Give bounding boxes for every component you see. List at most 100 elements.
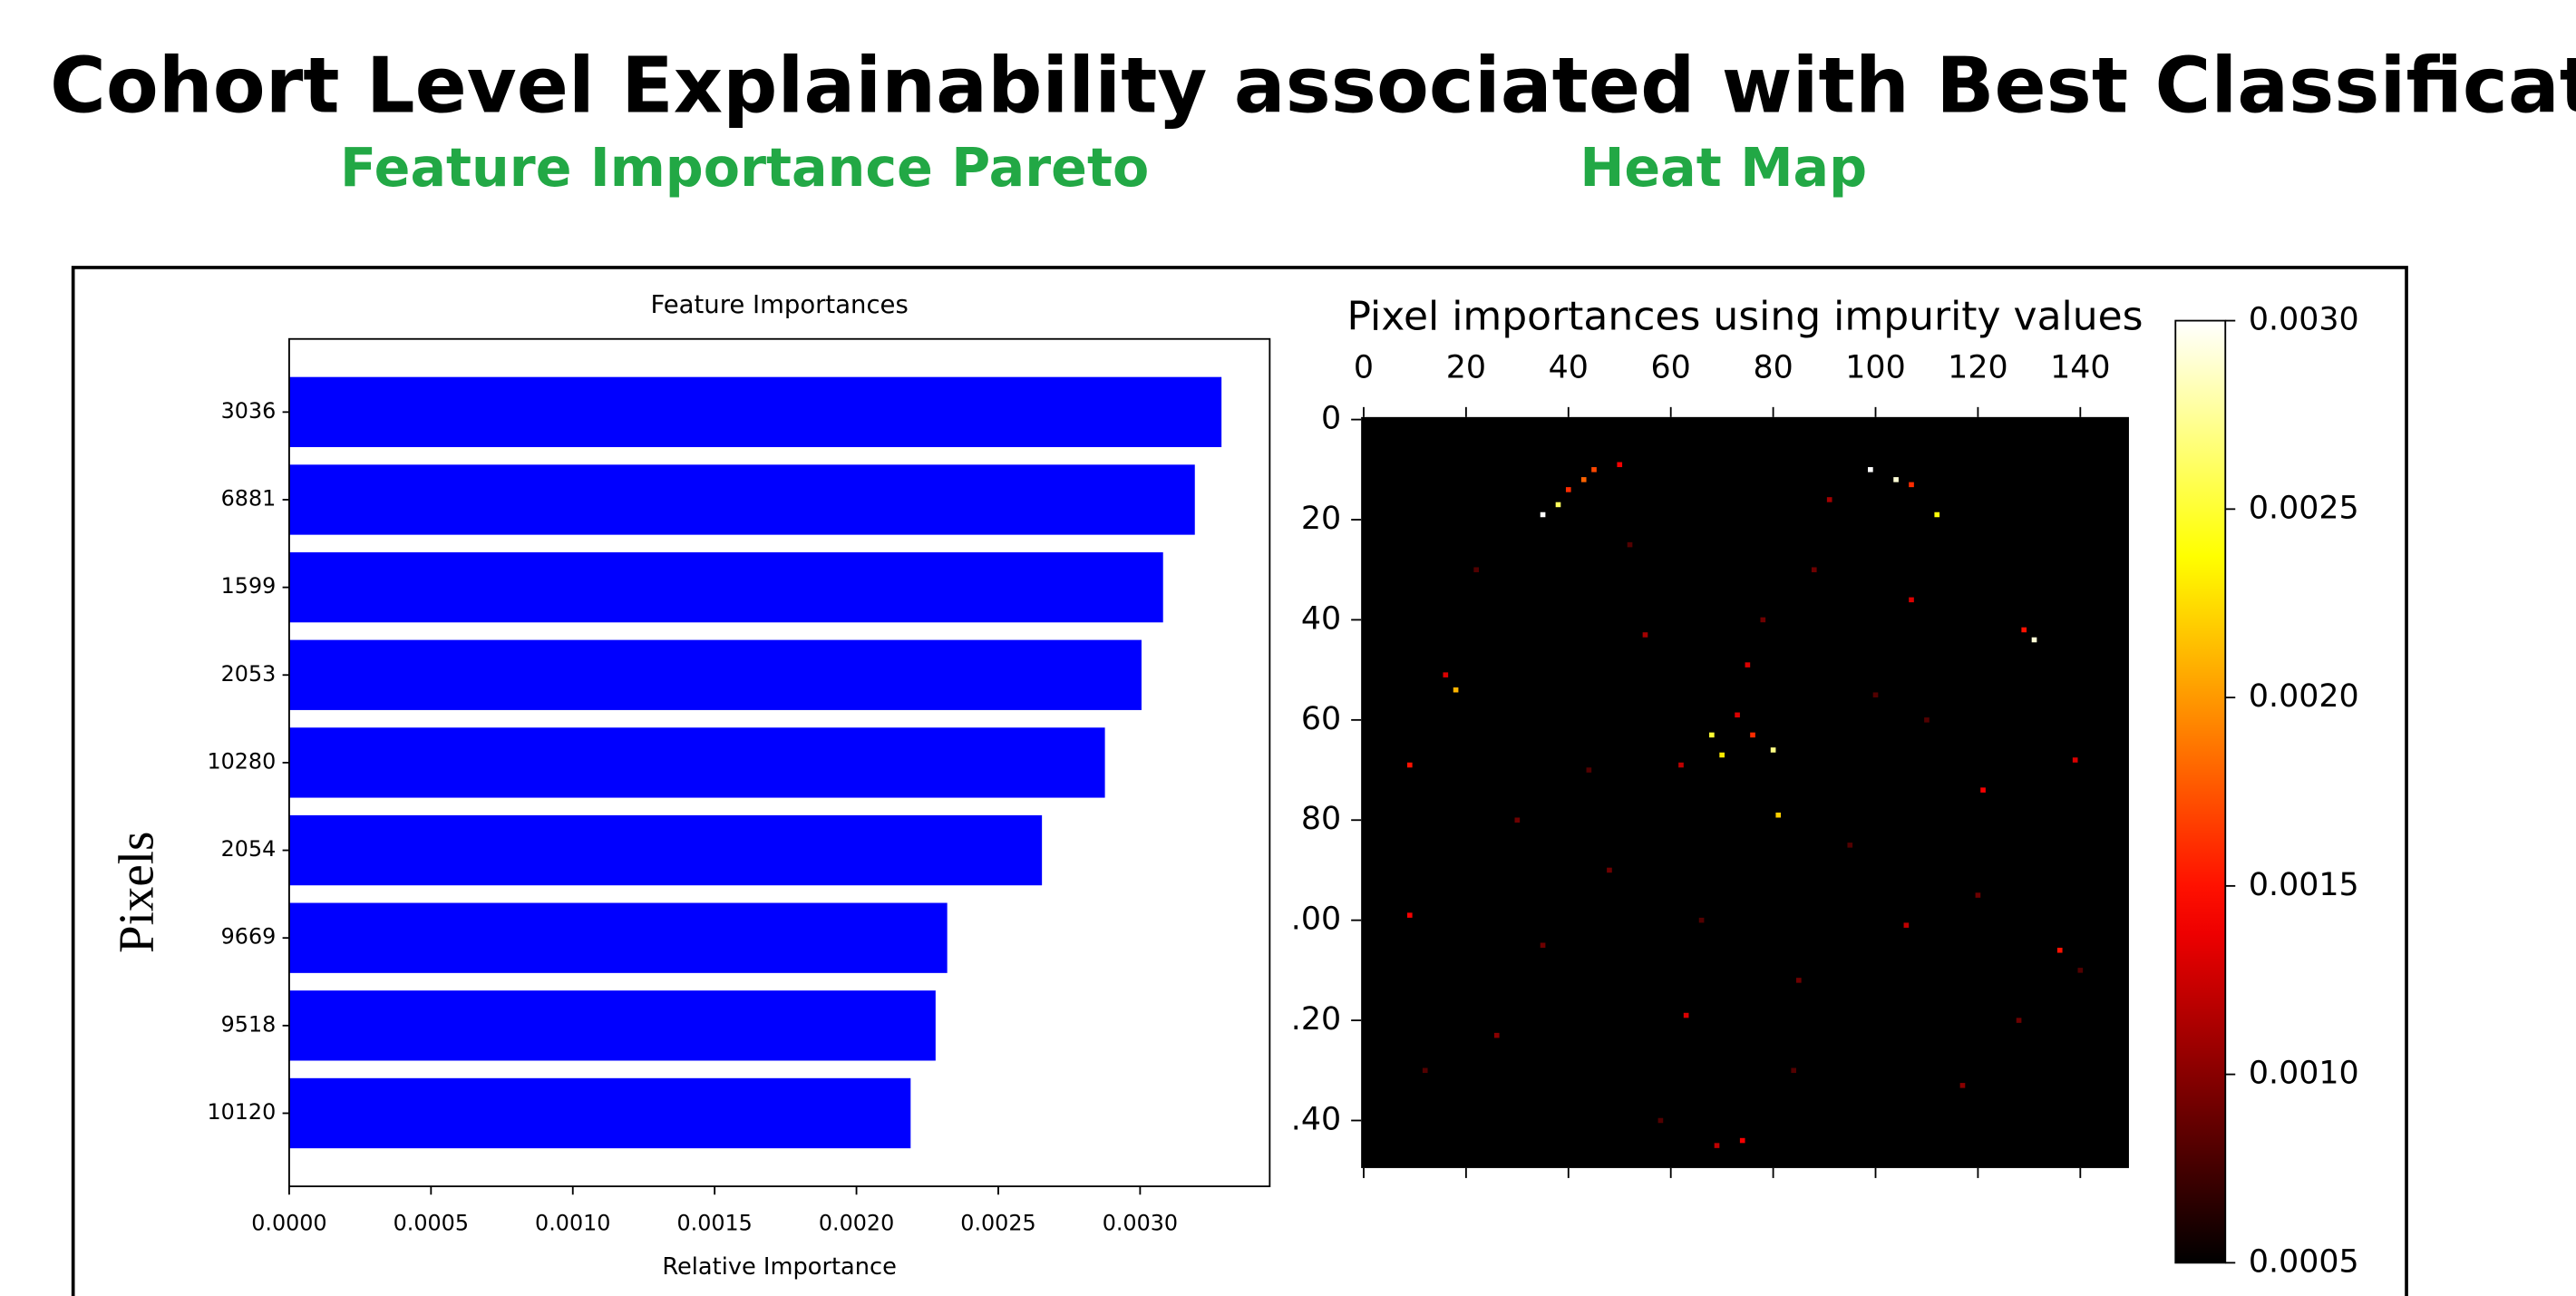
x-tick-label: 100: [1845, 350, 1905, 386]
heat-cell: [1443, 672, 1449, 677]
heat-cell: [1909, 482, 1914, 488]
colorbar-tick-label: 0.0005: [2249, 1243, 2359, 1280]
bar: [288, 1077, 911, 1149]
x-tick-label: 140: [2050, 350, 2110, 386]
heat-cell: [1473, 567, 1479, 572]
x-tick-label: 0.0025: [960, 1211, 1035, 1236]
heat-cell: [1791, 1067, 1797, 1074]
chart-title: Feature Importances: [650, 290, 908, 319]
heat-cell: [1591, 467, 1597, 473]
heatmap-background: [1361, 416, 2129, 1168]
heat-cell: [1714, 1143, 1720, 1148]
bar: [288, 639, 1142, 710]
slide-title: Cohort Level Explainability associated w…: [50, 42, 2576, 131]
heat-cell: [1750, 732, 1755, 738]
bar: [288, 814, 1043, 886]
x-tick-label: 80: [1753, 350, 1793, 386]
y-tick-label: 2053: [221, 661, 277, 687]
bar: [288, 727, 1105, 798]
y-tick-label: 0: [1321, 401, 1341, 437]
heat-cell: [1924, 717, 1930, 723]
x-tick-label: 0.0020: [819, 1211, 894, 1236]
y-tick-label: 80: [1301, 801, 1341, 837]
chart-title: Pixel importances using impurity values: [1347, 294, 2143, 340]
bar: [288, 902, 948, 973]
heat-cell: [1540, 942, 1546, 949]
heat-cell: [1493, 1032, 1500, 1038]
heat-cell: [1627, 541, 1633, 548]
y-tick-label: 20: [1301, 501, 1341, 537]
heat-cell: [1893, 477, 1899, 482]
heat-cell: [1555, 502, 1561, 508]
y-tick-label: 2054: [221, 836, 277, 862]
heat-cell: [2077, 968, 2084, 973]
heat-cell: [1453, 687, 1459, 693]
heat-cell: [1514, 817, 1521, 823]
heat-cell: [1565, 487, 1571, 492]
heat-cell: [1745, 662, 1751, 667]
y-tick-label: .20: [1291, 1001, 1341, 1038]
y-tick-label: .40: [1291, 1101, 1341, 1137]
x-tick-label: 0: [1354, 350, 1374, 386]
y-tick-label: 6881: [221, 485, 277, 511]
y-tick-label: 40: [1301, 600, 1341, 637]
y-tick-label: 9518: [221, 1011, 277, 1037]
subtitle: Feature Importance Pareto: [340, 137, 1149, 199]
colorbar: [2174, 319, 2227, 1264]
plot-frame: [288, 337, 1271, 1188]
subtitle: Heat Map: [1580, 137, 1867, 199]
heat-cell: [2031, 637, 2037, 643]
heat-cell: [1934, 512, 1940, 518]
y-tick-label: 1599: [221, 573, 277, 599]
x-axis-label: Relative Importance: [662, 1253, 897, 1281]
y-tick-label: 3036: [221, 398, 277, 424]
x-tick-label: 60: [1651, 350, 1691, 386]
colorbar-tick-label: 0.0015: [2249, 867, 2359, 903]
heat-cell: [1959, 1083, 1966, 1088]
heat-cell: [1811, 567, 1817, 572]
heat-cell: [1775, 812, 1782, 818]
heat-cell: [1698, 917, 1705, 923]
heat-cell: [1657, 1117, 1664, 1124]
heat-cell: [1642, 632, 1648, 638]
x-tick-label: 40: [1549, 350, 1589, 386]
heat-cell: [1903, 922, 1910, 928]
heat-cell: [1406, 912, 1413, 918]
frame: [71, 266, 2408, 1296]
heat-cell: [1678, 762, 1684, 768]
heat-cell: [2016, 1018, 2022, 1023]
heat-cell: [1826, 497, 1832, 502]
heat-cell: [1607, 867, 1612, 873]
heat-cell: [1909, 597, 1914, 603]
y-tick-label: 10280: [207, 748, 276, 774]
heat-cell: [1709, 732, 1715, 738]
heat-cell: [2021, 627, 2027, 633]
x-tick-label: 20: [1446, 350, 1486, 386]
colorbar-tick-label: 0.0020: [2249, 678, 2359, 715]
heat-cell: [1872, 692, 1879, 697]
heat-cell: [1540, 512, 1546, 518]
bar: [288, 990, 936, 1061]
heat-cell: [1586, 767, 1592, 773]
heat-cell: [1719, 752, 1725, 758]
y-axis-label: Pixels: [108, 832, 163, 953]
heat-cell: [1683, 1012, 1689, 1018]
y-tick-label: .00: [1291, 901, 1341, 938]
heat-cell: [2056, 948, 2063, 953]
heat-cell: [1980, 787, 1986, 793]
heat-cell: [1406, 762, 1413, 768]
heat-cell: [1868, 467, 1873, 473]
heat-cell: [1735, 712, 1740, 718]
x-tick-label: 0.0015: [676, 1211, 752, 1236]
heat-cell: [1975, 892, 1981, 898]
heat-cell: [1739, 1137, 1745, 1144]
x-tick-label: 0.0000: [251, 1211, 326, 1236]
heat-cell: [1580, 477, 1587, 482]
colorbar-tick-label: 0.0010: [2249, 1056, 2359, 1092]
x-tick-label: 120: [1948, 350, 2007, 386]
heat-cell: [1422, 1067, 1428, 1074]
x-tick-label: 0.0005: [394, 1211, 469, 1236]
x-tick-label: 0.0030: [1103, 1211, 1178, 1236]
